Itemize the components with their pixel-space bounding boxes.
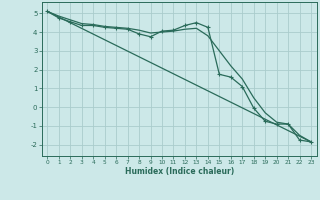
X-axis label: Humidex (Indice chaleur): Humidex (Indice chaleur) — [124, 167, 234, 176]
